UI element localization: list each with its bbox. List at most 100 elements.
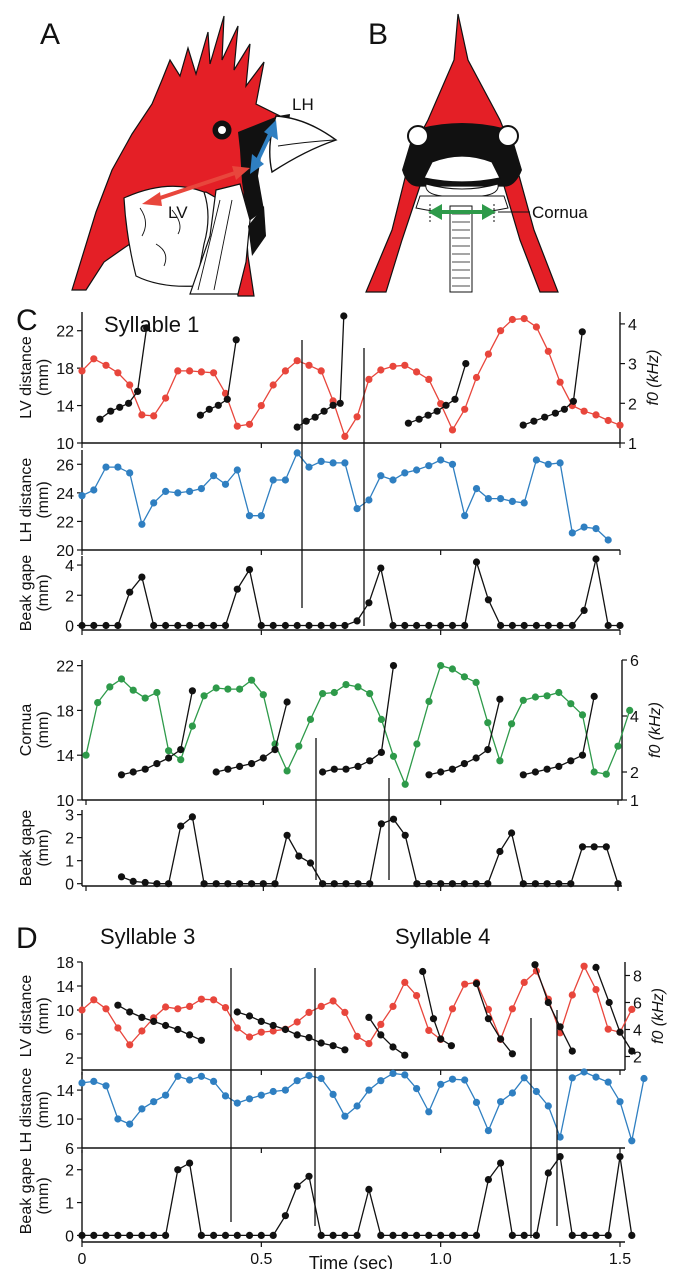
data-point-f0	[329, 1042, 337, 1050]
data-point-lv	[544, 347, 552, 355]
data-point-lv	[269, 1027, 277, 1035]
data-point-lv	[186, 367, 194, 375]
data-point-lh	[472, 1098, 481, 1106]
data-point-lv	[341, 432, 349, 440]
data-point-f0	[221, 1231, 230, 1239]
y2-tick-label: 1	[630, 793, 639, 810]
data-point-cornua	[413, 740, 421, 748]
data-point-lv	[377, 1020, 385, 1028]
data-point-f0	[311, 413, 319, 421]
series-line-f0	[82, 1154, 633, 1237]
data-point-lh	[221, 480, 230, 488]
data-point-f0	[177, 822, 185, 830]
data-point-f0	[448, 1231, 457, 1239]
data-point-f0	[413, 880, 421, 888]
data-point-lh	[329, 1090, 337, 1098]
data-point-lv	[221, 1004, 230, 1012]
data-point-f0	[319, 768, 327, 776]
data-point-lh	[150, 499, 158, 507]
data-point-lh	[138, 1105, 146, 1113]
data-point-lh	[508, 497, 516, 505]
data-point-lh	[616, 1098, 624, 1106]
data-point-f0	[107, 407, 115, 415]
data-point-f0	[317, 1039, 325, 1047]
data-point-cornua	[319, 690, 327, 698]
data-point-lv	[389, 1002, 397, 1011]
data-point-f0	[233, 1231, 241, 1239]
data-point-lh	[401, 1071, 409, 1079]
series-line-lh	[81, 1071, 645, 1141]
beak-front	[423, 155, 501, 183]
data-point-f0	[497, 1035, 505, 1043]
data-point-lh	[437, 456, 445, 464]
data-point-lh	[556, 459, 564, 467]
chart-panel-3: 0 2 4 Beak gape(mm)	[18, 555, 624, 635]
data-point-f0	[592, 1231, 600, 1239]
data-point-lv	[257, 1028, 265, 1036]
data-point-lv	[78, 1006, 86, 1014]
data-point-f0	[153, 880, 161, 888]
mask-side	[238, 114, 290, 222]
data-point-lv	[305, 1008, 313, 1017]
data-point-f0	[425, 771, 433, 779]
data-point-f0	[342, 765, 350, 773]
data-point-f0	[569, 397, 578, 405]
data-point-f0	[174, 621, 182, 630]
y2-tick-label: 4	[630, 709, 639, 726]
data-point-f0	[551, 409, 560, 417]
data-point-f0	[259, 880, 267, 888]
data-point-f0	[461, 1231, 469, 1239]
data-point-f0	[377, 1231, 385, 1239]
data-point-lh	[162, 1091, 170, 1099]
beak-side	[269, 115, 338, 174]
data-point-lv	[425, 375, 433, 383]
y-tick-label: 20	[56, 543, 74, 560]
data-point-lv	[162, 394, 170, 402]
data-point-f0	[578, 328, 586, 336]
data-point-f0	[543, 765, 551, 773]
x-tick-label: 1.0	[430, 1251, 452, 1268]
y-tick-label: 14	[56, 748, 74, 765]
data-point-f0	[519, 421, 527, 429]
data-point-f0	[389, 662, 398, 670]
data-point-lh	[269, 476, 277, 484]
y-tick-label: 4	[65, 558, 74, 575]
chart-panel-5: 0 1 2 3 Beak gape(mm)	[18, 808, 622, 894]
data-point-f0	[114, 1001, 122, 1009]
data-point-cornua	[590, 768, 598, 776]
data-point-cornua	[295, 742, 303, 750]
data-point-cornua	[519, 696, 527, 704]
data-point-lh	[257, 1091, 265, 1099]
data-point-f0	[78, 621, 86, 630]
data-point-f0	[497, 1159, 505, 1167]
data-point-f0	[460, 880, 468, 888]
data-point-lh	[389, 1069, 397, 1077]
data-point-f0	[342, 880, 350, 888]
data-point-f0	[114, 621, 122, 630]
data-point-f0	[138, 1231, 146, 1239]
data-point-f0	[302, 417, 310, 425]
data-point-f0	[437, 1035, 445, 1043]
data-point-f0	[245, 566, 254, 574]
y-tick-label: 18	[56, 361, 74, 378]
data-point-f0	[212, 768, 220, 776]
data-point-f0	[205, 405, 213, 413]
data-point-cornua	[82, 751, 90, 759]
data-point-f0	[210, 621, 218, 630]
cheek-area	[123, 185, 209, 287]
data-point-cornua	[106, 683, 114, 691]
data-point-lh	[592, 1073, 600, 1081]
panel-letter-b: B	[368, 18, 388, 51]
data-point-lh	[341, 459, 349, 467]
data-point-f0	[186, 1031, 194, 1039]
data-point-lv	[389, 362, 397, 370]
data-point-f0	[102, 621, 110, 630]
data-point-f0	[353, 1231, 361, 1239]
data-point-lv	[401, 978, 409, 987]
data-point-cornua	[153, 688, 161, 697]
data-point-f0	[269, 621, 277, 630]
data-point-f0	[555, 880, 563, 888]
data-point-lv	[186, 1002, 194, 1011]
